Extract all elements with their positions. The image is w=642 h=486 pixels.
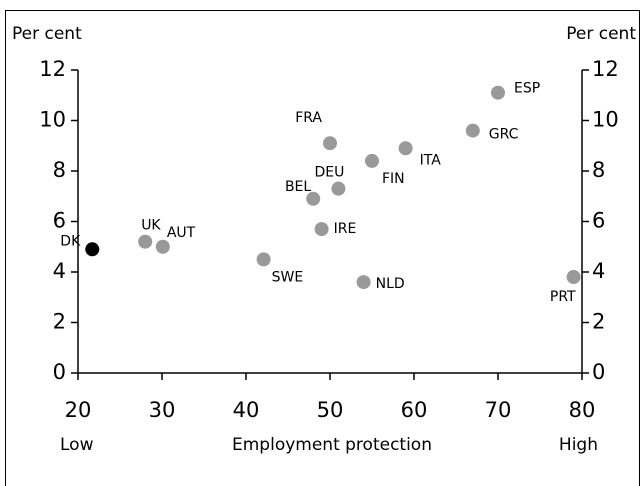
- point: [85, 242, 100, 257]
- point: [155, 239, 170, 254]
- y2-axis-label: Per cent: [566, 24, 636, 44]
- point: [256, 252, 271, 267]
- y-tick-label: 12: [39, 57, 66, 81]
- y-tick-label: 8: [53, 158, 66, 182]
- x-tick-label: 40: [233, 398, 260, 422]
- point: [398, 141, 413, 156]
- point-label: ITA: [420, 152, 442, 168]
- y-tick-label: 4: [53, 259, 66, 283]
- point-label: GRC: [489, 127, 519, 143]
- y2-tick-label: 10: [592, 108, 619, 132]
- x-tick-label: 70: [485, 398, 512, 422]
- y-axis-label: Per cent: [12, 24, 82, 44]
- point-label: UK: [141, 218, 161, 234]
- x-tick-label: 50: [317, 398, 344, 422]
- point: [323, 136, 337, 151]
- y-tick-label: 0: [53, 360, 66, 384]
- point: [331, 181, 346, 196]
- y-tick-label: 10: [39, 108, 66, 132]
- point: [465, 123, 480, 138]
- x-axis-label: Employment protection: [232, 435, 432, 455]
- y-tick-label: 2: [53, 310, 66, 334]
- x-high-label: High: [559, 435, 598, 455]
- point: [491, 85, 505, 100]
- x-tick-label: 60: [401, 398, 428, 422]
- y2-tick-label: 4: [592, 259, 605, 283]
- y2-tick-label: 8: [592, 158, 605, 182]
- y2-tick-label: 12: [592, 57, 619, 81]
- x-tick-label: 30: [149, 398, 176, 422]
- y-tick-label: 6: [53, 209, 66, 233]
- point: [566, 270, 581, 285]
- point-label: FIN: [382, 171, 405, 187]
- point: [356, 275, 371, 290]
- point-label: DEU: [315, 165, 345, 181]
- x-low-label: Low: [60, 435, 94, 455]
- point-label: BEL: [285, 179, 311, 195]
- point-label: FRA: [295, 110, 322, 126]
- y2-tick-label: 2: [592, 310, 605, 334]
- point-label: AUT: [167, 225, 196, 241]
- point-label: SWE: [272, 269, 304, 285]
- point: [365, 153, 379, 168]
- point-label: ESP: [514, 81, 540, 97]
- x-tick-label: 20: [65, 398, 92, 422]
- point-label: NLD: [376, 276, 405, 292]
- y2-tick-label: 6: [592, 209, 605, 233]
- point: [138, 234, 153, 249]
- point-label: DK: [60, 233, 81, 249]
- point-label: IRE: [334, 221, 357, 237]
- point: [314, 222, 329, 237]
- x-tick-label: 80: [569, 398, 596, 422]
- chart-frame: [5, 10, 640, 486]
- y2-tick-label: 0: [592, 360, 605, 384]
- point-label: PRT: [550, 289, 576, 305]
- point: [306, 191, 321, 206]
